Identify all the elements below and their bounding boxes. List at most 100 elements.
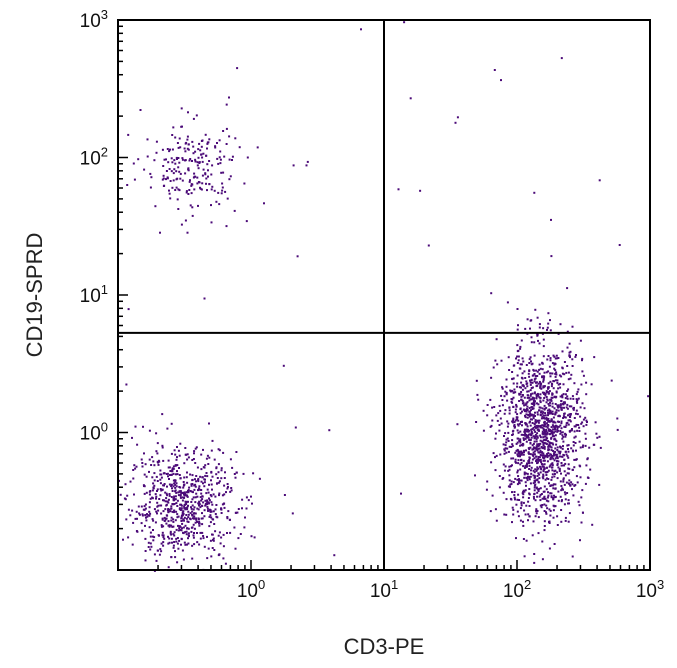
data-point bbox=[168, 478, 170, 480]
data-point bbox=[553, 355, 556, 358]
data-point bbox=[547, 445, 550, 448]
data-point bbox=[195, 475, 198, 477]
data-point bbox=[543, 456, 546, 459]
data-point bbox=[524, 466, 527, 469]
data-point bbox=[193, 172, 196, 175]
data-point bbox=[143, 452, 145, 455]
data-point bbox=[187, 143, 190, 146]
data-point bbox=[207, 463, 210, 465]
data-point bbox=[563, 406, 565, 409]
data-point bbox=[122, 538, 124, 541]
data-point bbox=[552, 457, 555, 460]
data-point bbox=[206, 507, 209, 510]
data-point bbox=[536, 478, 539, 481]
data-point bbox=[538, 323, 541, 326]
data-point bbox=[571, 483, 574, 486]
data-point bbox=[178, 454, 181, 457]
data-point bbox=[530, 414, 533, 417]
data-point bbox=[181, 125, 183, 128]
data-point bbox=[153, 484, 156, 487]
data-point bbox=[476, 393, 479, 396]
data-point bbox=[556, 381, 559, 384]
data-point bbox=[537, 472, 540, 475]
data-point bbox=[498, 486, 501, 489]
data-point bbox=[561, 499, 563, 502]
data-point bbox=[508, 479, 511, 482]
data-point bbox=[534, 515, 537, 518]
data-point bbox=[584, 437, 587, 440]
data-point bbox=[596, 436, 599, 439]
data-point bbox=[582, 425, 585, 428]
data-point bbox=[618, 244, 621, 246]
data-point bbox=[549, 398, 552, 401]
data-point bbox=[517, 431, 520, 434]
data-point bbox=[563, 425, 566, 428]
data-point bbox=[171, 468, 174, 471]
data-point bbox=[174, 453, 177, 456]
data-point bbox=[522, 401, 525, 404]
data-point bbox=[525, 423, 528, 426]
data-point bbox=[225, 225, 228, 228]
data-point bbox=[560, 500, 563, 503]
data-point bbox=[552, 425, 555, 428]
data-point bbox=[198, 142, 201, 145]
data-point bbox=[522, 493, 525, 496]
data-point bbox=[537, 488, 540, 491]
data-point bbox=[172, 126, 175, 129]
data-point bbox=[527, 436, 530, 439]
data-point bbox=[550, 492, 553, 495]
data-point bbox=[531, 448, 534, 451]
data-point bbox=[549, 319, 551, 322]
data-point bbox=[523, 410, 526, 413]
data-point bbox=[536, 510, 539, 512]
data-point bbox=[510, 398, 513, 400]
data-point bbox=[217, 463, 220, 466]
data-point bbox=[538, 396, 541, 399]
data-point bbox=[155, 475, 158, 478]
data-point bbox=[500, 79, 502, 82]
data-point bbox=[219, 542, 222, 545]
data-point bbox=[535, 447, 538, 449]
data-point bbox=[156, 452, 159, 455]
data-point bbox=[548, 412, 551, 415]
data-point bbox=[616, 428, 619, 431]
data-point bbox=[170, 556, 173, 559]
data-point bbox=[503, 435, 505, 437]
data-point bbox=[553, 362, 556, 365]
data-point bbox=[215, 200, 218, 203]
data-point bbox=[182, 510, 185, 513]
data-point bbox=[151, 497, 154, 500]
data-point bbox=[530, 398, 533, 401]
data-point bbox=[521, 410, 523, 413]
data-point bbox=[568, 342, 571, 345]
data-point bbox=[560, 485, 563, 487]
data-point bbox=[162, 536, 165, 539]
data-point bbox=[545, 401, 548, 404]
data-point bbox=[526, 405, 529, 408]
data-point bbox=[133, 493, 135, 496]
data-point bbox=[537, 516, 540, 519]
data-point bbox=[486, 414, 489, 417]
data-point bbox=[498, 475, 501, 477]
data-point bbox=[196, 466, 199, 469]
data-point bbox=[616, 417, 619, 420]
data-point bbox=[180, 491, 183, 494]
data-point bbox=[512, 377, 515, 380]
data-point bbox=[528, 439, 531, 441]
data-point bbox=[531, 408, 534, 410]
data-point bbox=[503, 448, 506, 451]
data-point bbox=[205, 457, 208, 460]
data-point bbox=[187, 111, 189, 114]
data-point bbox=[528, 433, 530, 436]
data-point bbox=[148, 490, 151, 493]
data-point bbox=[554, 403, 557, 405]
data-point bbox=[162, 510, 165, 513]
data-point bbox=[191, 206, 194, 209]
data-point bbox=[192, 176, 195, 179]
data-point bbox=[170, 452, 173, 455]
data-point bbox=[517, 462, 520, 465]
data-point bbox=[181, 549, 184, 552]
data-point bbox=[494, 437, 497, 440]
data-point bbox=[146, 513, 148, 516]
data-point bbox=[555, 440, 558, 443]
